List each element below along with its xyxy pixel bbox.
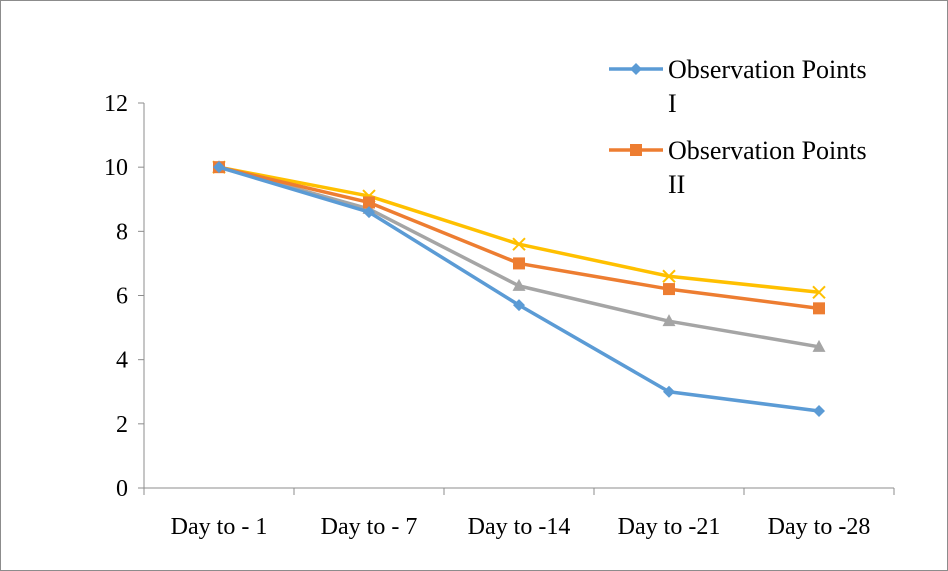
x-tick-label: Day to -28 bbox=[768, 514, 871, 540]
x-tick-label: Day to - 7 bbox=[321, 514, 418, 540]
legend-label: I bbox=[668, 89, 677, 118]
data-point bbox=[663, 385, 675, 398]
data-point bbox=[812, 285, 826, 299]
legend-label: II bbox=[668, 170, 685, 199]
data-point bbox=[513, 257, 525, 270]
y-tick-label: 0 bbox=[116, 476, 128, 502]
marker-stroke bbox=[512, 237, 526, 251]
x-tick-label: Day to -21 bbox=[618, 514, 721, 540]
series-layer bbox=[212, 160, 826, 417]
x-tick-label: Day to -14 bbox=[468, 514, 571, 540]
data-point bbox=[813, 405, 825, 417]
legend-label: Observation Points bbox=[668, 136, 867, 165]
data-point bbox=[813, 302, 825, 315]
y-tick-label: 10 bbox=[104, 155, 128, 181]
y-tick-label: 6 bbox=[116, 284, 128, 310]
marker-stroke bbox=[662, 269, 676, 283]
series-1 bbox=[213, 161, 825, 417]
data-point bbox=[213, 161, 225, 174]
data-point bbox=[513, 299, 525, 312]
data-point bbox=[512, 237, 526, 251]
data-point bbox=[363, 196, 375, 209]
x-tick-label: Day to - 1 bbox=[171, 514, 268, 540]
data-point bbox=[662, 269, 676, 283]
legend-marker bbox=[630, 63, 642, 75]
legend-marker bbox=[630, 144, 642, 156]
y-tick-label: 4 bbox=[116, 348, 128, 374]
data-point bbox=[512, 278, 526, 291]
axes: 0 2 4 6 8 10 12 Day to - 1 Day to - 7 Day to -14 D… bbox=[104, 91, 895, 540]
data-point bbox=[812, 339, 826, 352]
y-tick-label: 2 bbox=[116, 412, 128, 438]
marker-stroke bbox=[812, 285, 826, 299]
data-point bbox=[363, 206, 375, 219]
legend-entry-1: Observation Points I bbox=[609, 55, 867, 118]
data-point bbox=[662, 314, 676, 327]
series-line bbox=[218, 165, 820, 295]
data-point bbox=[663, 283, 675, 296]
legend-entry-2: Observation Points II bbox=[609, 136, 867, 199]
y-tick-label: 8 bbox=[116, 219, 128, 245]
y-tick-label: 12 bbox=[104, 91, 128, 117]
legend-label: Observation Points bbox=[668, 55, 867, 84]
series-4 bbox=[212, 160, 826, 299]
legend: Observation Points I Observation Points II bbox=[609, 55, 867, 199]
